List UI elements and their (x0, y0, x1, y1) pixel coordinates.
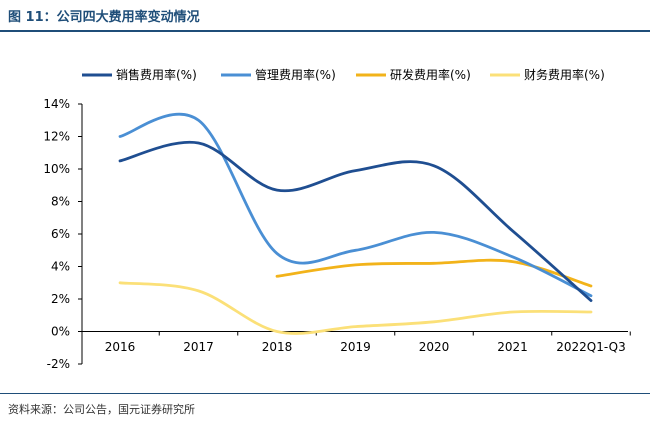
x-axis: 2016 2017 2018 2019 2020 2021 2022Q1-Q3 (81, 331, 631, 354)
x-tick-label: 2017 (183, 340, 214, 354)
legend-label-1: 销售费用率(%) (116, 67, 197, 82)
x-tick-label: 2022Q1-Q3 (556, 340, 625, 354)
x-tick-label: 2016 (105, 340, 136, 354)
y-axis: -2% 0% 2% 4% 6% 8% 10% 12% 14% (43, 97, 83, 371)
legend-label-3: 研发费用率(%) (390, 67, 471, 82)
x-tick-label: 2020 (419, 340, 450, 354)
y-tick-label: 4% (51, 260, 70, 274)
y-tick-label: 0% (51, 325, 70, 339)
plot-area (118, 112, 593, 335)
series-line-2 (118, 112, 593, 298)
y-tick-label: -2% (47, 357, 70, 371)
figure-title: 图 11：公司四大费用率变动情况 (8, 10, 200, 25)
series-line-1 (118, 140, 593, 302)
y-tick-label: 12% (43, 130, 70, 144)
x-tick-label: 2019 (340, 340, 371, 354)
chart-legend: 销售费用率(%) 管理费用率(%) 研发费用率(%) 财务费用率(%) (82, 67, 605, 82)
y-tick-label: 14% (43, 97, 70, 111)
source-divider (0, 393, 650, 394)
y-tick-label: 2% (51, 292, 70, 306)
expense-ratio-line-chart: 销售费用率(%) 管理费用率(%) 研发费用率(%) 财务费用率(%) -2% 0% 2%… (43, 67, 631, 371)
x-tick-label: 2021 (497, 340, 528, 354)
x-tick-label: 2018 (262, 340, 293, 354)
title-divider (0, 30, 650, 32)
series-line-4 (118, 281, 593, 335)
y-tick-label: 6% (51, 227, 70, 241)
legend-label-4: 财务费用率(%) (524, 67, 605, 82)
source-note: 资料来源：公司公告，国元证券研究所 (8, 403, 195, 416)
y-tick-label: 8% (51, 195, 70, 209)
legend-label-2: 管理费用率(%) (255, 67, 336, 82)
y-tick-label: 10% (43, 162, 70, 176)
series-line-3 (275, 258, 593, 288)
